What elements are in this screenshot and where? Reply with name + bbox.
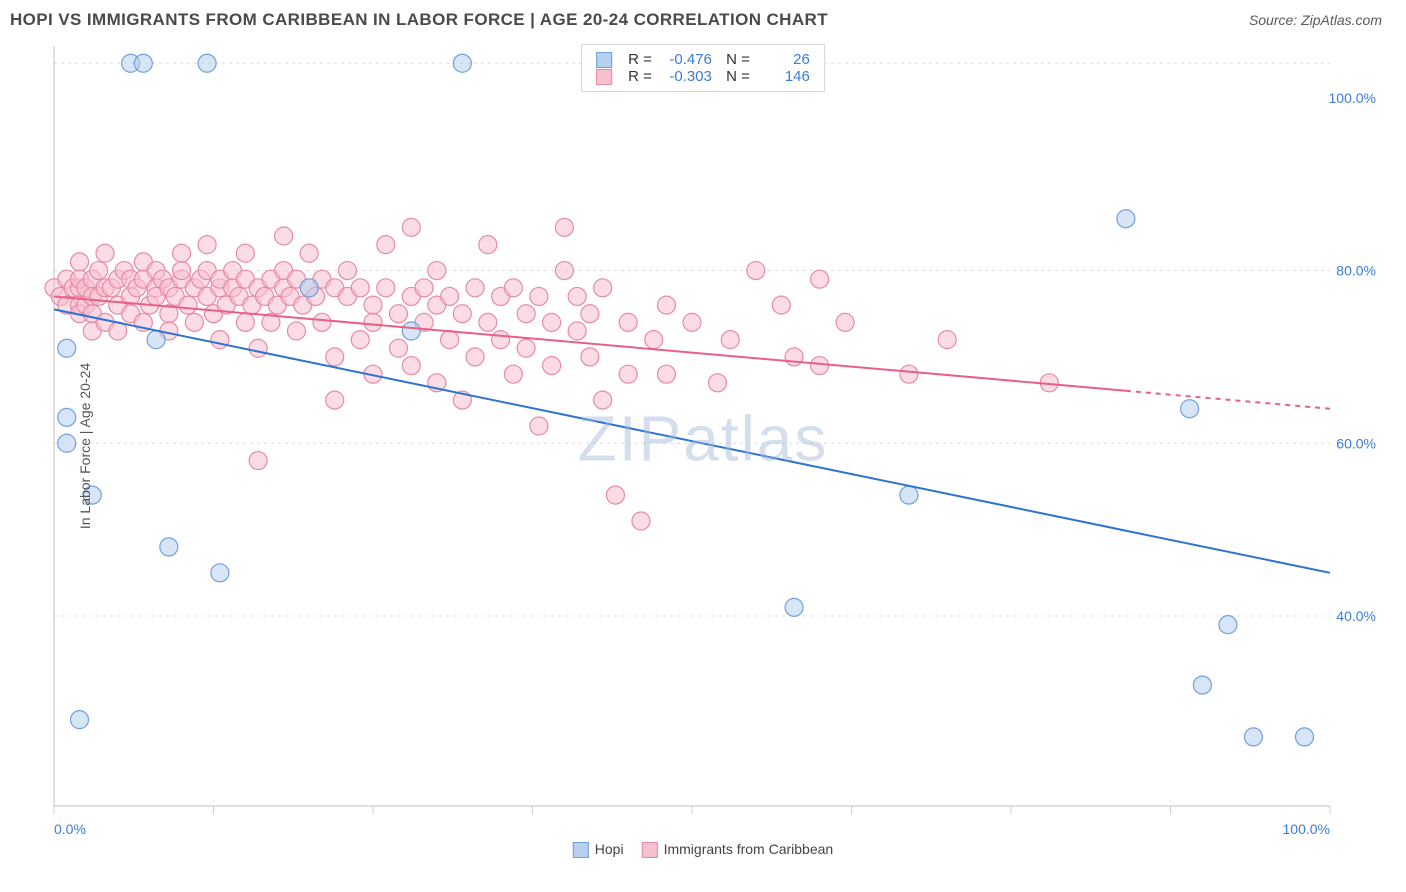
- x-axis-legend: Hopi Immigrants from Caribbean: [573, 841, 833, 858]
- r-value-caribbean: -0.303: [662, 68, 712, 85]
- stat-row-caribbean: R = -0.303 N = 146: [596, 68, 810, 85]
- source-label: Source: ZipAtlas.com: [1249, 12, 1382, 28]
- svg-text:100.0%: 100.0%: [1283, 821, 1330, 837]
- stat-legend-box: R = -0.476 N = 26 R = -0.303 N = 146: [581, 44, 825, 92]
- chart-title: HOPI VS IMMIGRANTS FROM CARIBBEAN IN LAB…: [10, 10, 828, 30]
- legend-swatch-hopi: [596, 52, 612, 68]
- svg-text:40.0%: 40.0%: [1336, 608, 1376, 624]
- svg-text:80.0%: 80.0%: [1336, 263, 1376, 279]
- legend-swatch-caribbean-bottom: [642, 842, 658, 858]
- chart-area: In Labor Force | Age 20-24 ZIPatlas 0.0%…: [10, 36, 1396, 856]
- correlation-chart: 0.0% 100.0% 40.0% 60.0% 80.0% 100.0%: [10, 36, 1380, 856]
- svg-text:0.0%: 0.0%: [54, 821, 86, 837]
- stat-row-hopi: R = -0.476 N = 26: [596, 51, 810, 68]
- legend-item-hopi: Hopi: [573, 841, 624, 858]
- r-value-hopi: -0.476: [662, 51, 712, 68]
- svg-text:60.0%: 60.0%: [1336, 435, 1376, 451]
- legend-swatch-caribbean: [596, 69, 612, 85]
- y-axis-label: In Labor Force | Age 20-24: [77, 363, 93, 529]
- n-value-hopi: 26: [760, 51, 810, 68]
- chart-header: HOPI VS IMMIGRANTS FROM CARIBBEAN IN LAB…: [0, 0, 1406, 36]
- legend-item-caribbean: Immigrants from Caribbean: [642, 841, 834, 858]
- legend-swatch-hopi-bottom: [573, 842, 589, 858]
- n-value-caribbean: 146: [760, 68, 810, 85]
- svg-text:100.0%: 100.0%: [1329, 90, 1376, 106]
